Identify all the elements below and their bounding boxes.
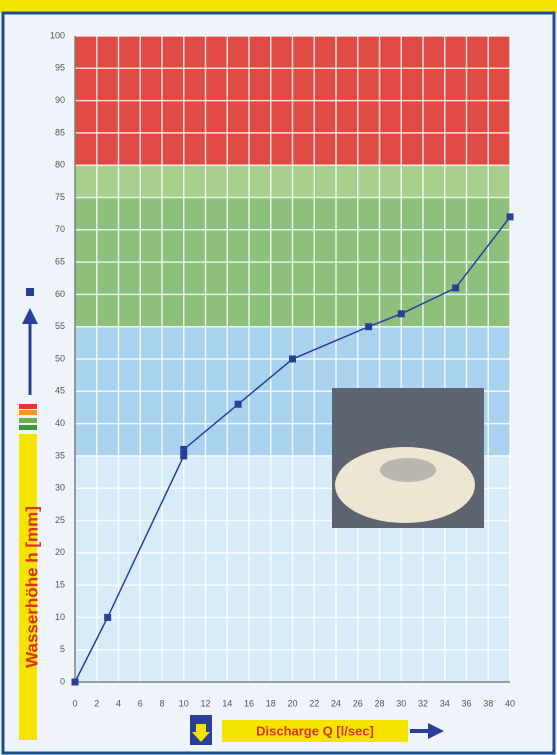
marker [234,400,242,408]
y-tick-label: 10 [55,612,65,622]
x-tick-label: 22 [309,698,319,708]
y-tick-label: 35 [55,450,65,460]
y-axis-title: Wasserhöhe h [mm] [22,506,41,668]
marker [180,452,188,460]
y-tick-label: 40 [55,418,65,428]
x-tick-label: 32 [418,698,428,708]
y-tick-label: 20 [55,547,65,557]
x-tick-label: 28 [374,698,384,708]
x-tick-label: 18 [266,698,276,708]
y-tick-label: 30 [55,483,65,493]
down-arrow [192,724,210,742]
x-tick-label: 6 [138,698,143,708]
y-label-box [19,434,37,740]
x-tick-label: 30 [396,698,406,708]
y-tick-label: 0 [60,676,65,686]
y-tick-label: 95 [55,63,65,73]
x-tick-label: 34 [440,698,450,708]
x-tick-label: 0 [72,698,77,708]
y-tick-label: 90 [55,95,65,105]
marker [71,678,79,686]
x-tick-label: 12 [200,698,210,708]
y-tick-label: 80 [55,160,65,170]
arrow-head [428,723,444,739]
x-tick-label: 24 [331,698,341,708]
frame [1,11,556,755]
plot: 0510152025303540455055606570758085909510… [50,30,515,708]
y-tick-label: 25 [55,515,65,525]
arrow-head [22,308,38,324]
y-tick-label: 70 [55,224,65,234]
legend-stripe [19,404,37,409]
x-tick-label: 20 [287,698,297,708]
y-tick-label: 85 [55,127,65,137]
marker [104,613,112,621]
x-tick-label: 8 [159,698,164,708]
x-axis-title: Discharge Q [l/sec] [256,723,374,738]
y-tick-label: 100 [50,30,65,40]
marker [289,355,296,363]
y-tick-label: 75 [55,192,65,202]
y-tick-label: 55 [55,321,65,331]
photo-object [380,458,436,482]
x-tick-label: 16 [244,698,254,708]
marker [180,445,188,453]
x-tick-label: 38 [483,698,493,708]
legend-stripe [19,418,37,423]
x-tick-label: 36 [461,698,471,708]
y-tick-label: 60 [55,289,65,299]
x-tick-label: 40 [505,698,515,708]
x-label-box [222,720,408,742]
x-tick-label: 2 [94,698,99,708]
legend-marker [26,288,34,296]
y-tick-label: 65 [55,256,65,266]
x-tick-label: 14 [222,698,232,708]
y-tick-label: 50 [55,353,65,363]
y-tick-label: 5 [60,644,65,654]
marker [397,310,405,318]
y-tick-label: 15 [55,579,65,589]
line [74,216,511,683]
legend-stripe [19,410,37,415]
marker [452,284,460,292]
x-tick-label: 4 [116,698,121,708]
y-tick-label: 45 [55,386,65,396]
top-bar [0,0,557,13]
legend-stripe [19,425,37,430]
marker [365,323,373,331]
x-tick-label: 26 [353,698,363,708]
x-tick-label: 10 [179,698,189,708]
photo-object [335,447,475,523]
marker [506,213,514,221]
